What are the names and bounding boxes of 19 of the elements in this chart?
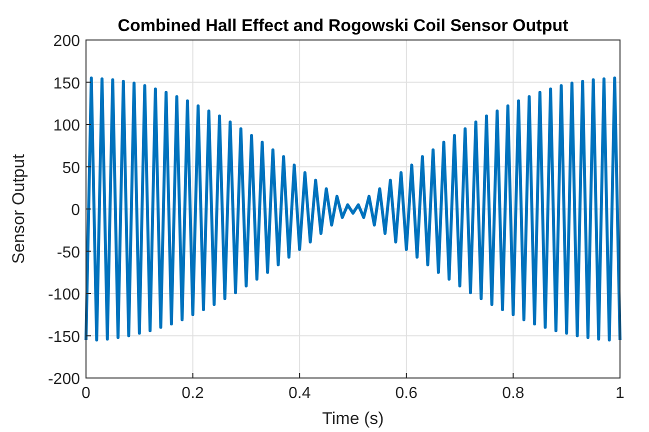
x-tick-label: 0.8	[502, 385, 524, 402]
y-tick-label: -50	[56, 244, 80, 262]
x-tick-label: 0.2	[182, 385, 204, 402]
y-tick-label: -200	[48, 371, 80, 388]
y-tick-label: 100	[53, 118, 80, 134]
y-tick-label: 0	[71, 202, 80, 219]
x-axis-title: Time (s)	[322, 409, 384, 428]
x-tick-label: 0	[82, 385, 91, 402]
line-series	[84, 76, 622, 342]
chart-title: Combined Hall Effect and Rogowski Coil Sensor Output	[118, 16, 569, 35]
y-tick-label: -150	[48, 328, 80, 346]
y-tick-label: 150	[53, 75, 80, 92]
x-tick-label: 0.4	[288, 385, 311, 402]
y-tick-label: 200	[53, 33, 80, 50]
x-tick-label: 1	[616, 385, 625, 402]
x-tick-label: 0.6	[395, 385, 418, 402]
y-axis-title: Sensor Output	[9, 154, 28, 264]
y-tick-label: 50	[62, 160, 80, 177]
y-tick-label: -100	[48, 286, 80, 304]
